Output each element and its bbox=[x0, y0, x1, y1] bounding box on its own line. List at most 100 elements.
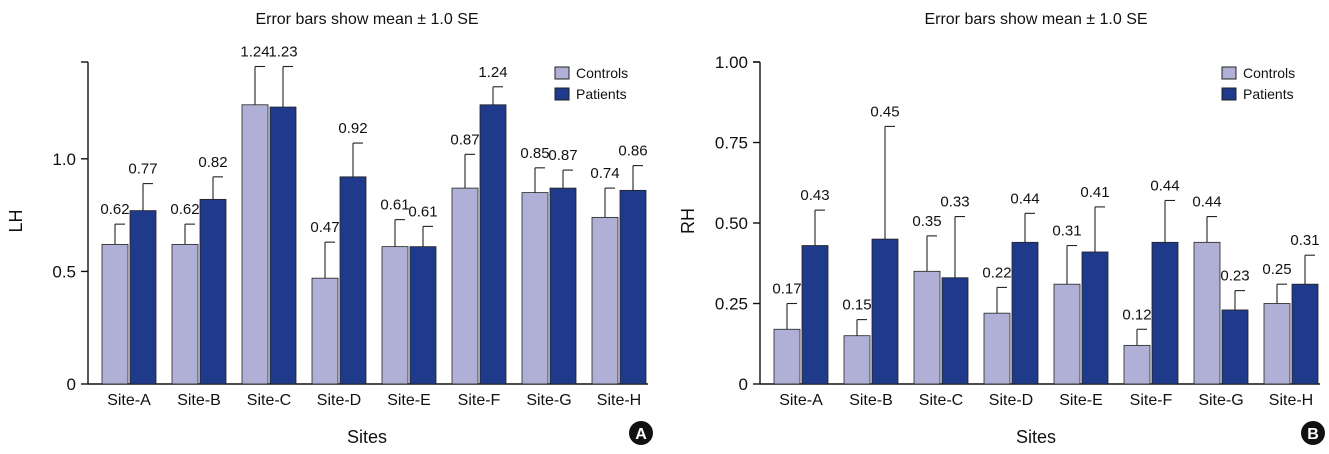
bar-patients-site-a bbox=[129, 210, 157, 385]
bar-controls-site-a bbox=[101, 243, 129, 385]
bar-patients-site-g bbox=[549, 187, 577, 385]
data-label: 0.61 bbox=[380, 197, 409, 214]
panel-badge-circle bbox=[1301, 421, 1325, 445]
x-tick-label: Site-E bbox=[1059, 392, 1103, 409]
data-label: 0.44 bbox=[1150, 177, 1179, 194]
y-tick-label: 1.0 bbox=[52, 150, 76, 169]
x-tick-label: Site-D bbox=[989, 392, 1033, 409]
bar-group-site-c: 0.35 0.33 Site-C bbox=[912, 194, 969, 409]
bar-group-site-d: 0.22 0.44 Site-D bbox=[982, 190, 1039, 409]
data-label: 0.82 bbox=[198, 154, 227, 171]
data-label: 1.24 bbox=[478, 64, 507, 81]
bar-patients-site-e bbox=[409, 246, 437, 385]
x-tick-label: Site-A bbox=[779, 392, 823, 409]
y-tick-label: 0.50 bbox=[715, 214, 748, 233]
data-label: 0.74 bbox=[590, 165, 619, 182]
data-label: 0.15 bbox=[842, 297, 871, 314]
data-label: 0.62 bbox=[170, 201, 199, 218]
bar-patients-site-h bbox=[619, 189, 647, 385]
bar-controls-site-f bbox=[451, 187, 479, 385]
data-label: 0.31 bbox=[1052, 223, 1081, 240]
bar-group-site-e: 0.610.61 Site-E bbox=[380, 197, 437, 409]
data-label: 0.17 bbox=[772, 281, 801, 298]
y-tick-label: 0 bbox=[739, 375, 748, 394]
legend-swatch-patients bbox=[1221, 87, 1237, 101]
data-label: 0.31 bbox=[1290, 232, 1319, 249]
x-tick-label: Site-B bbox=[849, 392, 893, 409]
data-label: 1.24 bbox=[240, 44, 269, 61]
bar-controls-site-a bbox=[773, 328, 801, 385]
bar-patients-site-f bbox=[479, 104, 507, 385]
y-tick-label: 1.00 bbox=[715, 53, 748, 72]
chart-title: Error bars show mean ± 1.0 SE bbox=[924, 11, 1147, 28]
legend-swatch-patients bbox=[554, 87, 570, 101]
bar-controls-site-f bbox=[1123, 344, 1151, 385]
bar-controls-site-b bbox=[171, 243, 199, 385]
x-tick-label: Site-H bbox=[1269, 392, 1313, 409]
panel-badge: B bbox=[1301, 421, 1325, 445]
bar-patients-site-e bbox=[1081, 251, 1109, 385]
x-tick-label: Site-B bbox=[177, 392, 221, 409]
bar-controls-site-d bbox=[983, 312, 1011, 385]
x-axis-label: Sites bbox=[347, 427, 387, 447]
panel-badge-circle bbox=[629, 421, 653, 445]
bar-group-site-f: 0.87 1.24 Site-F bbox=[450, 64, 507, 409]
bar-controls-site-h bbox=[1263, 303, 1291, 385]
data-label: 0.62 bbox=[100, 201, 129, 218]
data-label: 0.77 bbox=[128, 161, 157, 178]
data-label: 0.85 bbox=[520, 145, 549, 162]
bar-group-site-e: 0.31 0.41 Site-E bbox=[1052, 184, 1109, 409]
data-label: 0.35 bbox=[912, 213, 941, 230]
data-label: 0.44 bbox=[1010, 190, 1039, 207]
bar-controls-site-g bbox=[521, 192, 549, 385]
x-tick-label: Site-C bbox=[919, 392, 963, 409]
bar-group-site-g: 0.44 0.23 Site-G bbox=[1192, 194, 1249, 409]
data-label: 0.41 bbox=[1080, 184, 1109, 201]
legend-label-patients: Patients bbox=[576, 86, 627, 102]
data-label: 0.47 bbox=[310, 219, 339, 236]
y-axis-label: RH bbox=[678, 208, 698, 234]
legend-label-patients: Patients bbox=[1243, 86, 1294, 102]
bar-group-site-b: 0.15 0.45 Site-B bbox=[842, 103, 899, 409]
chart-title: Error bars show mean ± 1.0 SE bbox=[255, 11, 478, 28]
bar-controls-site-c bbox=[913, 270, 941, 385]
x-tick-label: Site-G bbox=[1198, 392, 1243, 409]
bar-patients-site-a bbox=[801, 245, 829, 385]
data-label: 0.12 bbox=[1122, 306, 1151, 323]
bar-controls-site-c bbox=[241, 104, 269, 385]
data-label: 0.25 bbox=[1262, 261, 1291, 278]
data-label: 0.43 bbox=[800, 187, 829, 204]
x-tick-label: Site-D bbox=[317, 392, 361, 409]
x-tick-label: Site-H bbox=[597, 392, 641, 409]
data-label: 0.86 bbox=[618, 143, 647, 160]
panel-badge-letter: B bbox=[1307, 426, 1319, 443]
x-axis-label: Sites bbox=[1016, 427, 1056, 447]
bar-patients-site-b bbox=[871, 238, 899, 385]
x-tick-label: Site-G bbox=[526, 392, 571, 409]
y-tick-label: 0 bbox=[67, 375, 76, 394]
bar-group-site-a: 0.62 0.77 Site-A bbox=[100, 161, 157, 409]
data-label: 0.45 bbox=[870, 103, 899, 120]
legend-swatch-controls bbox=[1221, 66, 1237, 80]
data-label: 0.61 bbox=[408, 203, 437, 220]
bar-patients-site-h bbox=[1291, 283, 1319, 385]
data-label: 1.23 bbox=[268, 44, 297, 61]
y-tick-label: 0.5 bbox=[52, 262, 76, 281]
x-tick-label: Site-E bbox=[387, 392, 431, 409]
x-tick-label: Site-C bbox=[247, 392, 291, 409]
bar-group-site-h: 0.25 0.31 Site-H bbox=[1262, 232, 1319, 409]
panel-b: Error bars show mean ± 1.0 SE RH Sites B… bbox=[678, 11, 1325, 447]
data-label: 0.87 bbox=[450, 131, 479, 148]
bar-group-site-a: 0.17 0.43 Site-A bbox=[772, 187, 829, 409]
panel-badge: A bbox=[629, 421, 653, 445]
bar-controls-site-d bbox=[311, 277, 339, 385]
bar-group-site-d: 0.47 0.92 Site-D bbox=[310, 120, 367, 409]
bar-patients-site-d bbox=[339, 176, 367, 385]
bar-patients-site-d bbox=[1011, 241, 1039, 385]
bar-controls-site-h bbox=[591, 216, 619, 385]
x-tick-label: Site-F bbox=[1130, 392, 1173, 409]
data-label: 0.33 bbox=[940, 194, 969, 211]
data-label: 0.22 bbox=[982, 264, 1011, 281]
bar-controls-site-e bbox=[1053, 283, 1081, 385]
